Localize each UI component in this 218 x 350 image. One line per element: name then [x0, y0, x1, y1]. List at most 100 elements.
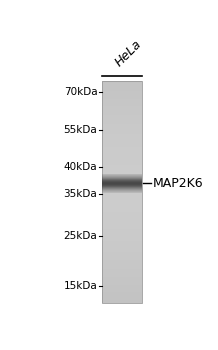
Bar	[102, 155, 142, 156]
Bar	[102, 242, 142, 243]
Bar	[102, 217, 142, 218]
Bar	[102, 193, 142, 194]
Bar	[102, 93, 142, 94]
Bar	[102, 134, 142, 135]
Bar	[102, 219, 142, 220]
Bar	[102, 125, 142, 126]
Bar	[102, 131, 142, 132]
Bar	[102, 96, 142, 97]
Bar	[102, 281, 142, 282]
Bar	[102, 233, 142, 234]
Bar	[102, 201, 142, 202]
Bar	[102, 205, 142, 206]
Bar	[102, 180, 142, 181]
Bar	[102, 215, 142, 216]
Bar	[102, 121, 142, 122]
Bar	[102, 152, 142, 153]
Bar	[102, 100, 142, 101]
Bar	[102, 164, 142, 166]
Bar	[102, 116, 142, 117]
Bar	[102, 210, 142, 211]
Bar	[102, 147, 142, 148]
Bar	[102, 195, 142, 196]
Bar	[102, 137, 142, 138]
Bar	[102, 290, 142, 292]
Bar	[102, 233, 142, 235]
Bar	[102, 184, 142, 185]
Bar	[102, 151, 142, 152]
Bar	[102, 247, 142, 248]
Bar	[102, 150, 142, 151]
Bar	[102, 97, 142, 98]
Bar	[102, 81, 142, 82]
Bar	[102, 291, 142, 292]
Bar	[102, 259, 142, 260]
Bar	[102, 221, 142, 222]
Text: 70kDa: 70kDa	[64, 87, 97, 97]
Bar	[102, 135, 142, 136]
Bar	[102, 190, 142, 191]
Bar	[102, 214, 142, 215]
Bar	[102, 81, 142, 303]
Bar	[102, 99, 142, 100]
Bar	[102, 114, 142, 115]
Bar	[102, 142, 142, 144]
Bar	[102, 145, 142, 146]
Bar	[102, 181, 142, 182]
Bar	[102, 226, 142, 227]
Bar	[102, 204, 142, 205]
Bar	[102, 290, 142, 291]
Bar	[102, 254, 142, 255]
Bar	[102, 266, 142, 267]
Bar	[102, 222, 142, 223]
Bar	[102, 207, 142, 208]
Bar	[102, 176, 142, 177]
Bar	[102, 113, 142, 114]
Bar	[102, 145, 142, 146]
Bar	[102, 276, 142, 277]
Bar	[102, 158, 142, 159]
Bar	[102, 260, 142, 261]
Bar	[102, 98, 142, 99]
Bar	[102, 262, 142, 264]
Bar	[102, 301, 142, 302]
Bar	[102, 245, 142, 246]
Bar	[102, 288, 142, 289]
Bar	[102, 105, 142, 106]
Bar	[102, 161, 142, 162]
Bar	[102, 113, 142, 114]
Bar	[102, 228, 142, 229]
Bar	[102, 170, 142, 172]
Bar	[102, 239, 142, 240]
Bar	[102, 159, 142, 160]
Bar	[102, 84, 142, 85]
Bar	[102, 91, 142, 92]
Bar	[102, 105, 142, 106]
Bar	[102, 117, 142, 118]
Bar	[102, 104, 142, 105]
Bar	[102, 271, 142, 272]
Bar	[102, 176, 142, 177]
Bar	[102, 216, 142, 217]
Bar	[102, 102, 142, 103]
Bar	[102, 188, 142, 189]
Bar	[102, 178, 142, 180]
Bar	[102, 273, 142, 274]
Bar	[102, 213, 142, 214]
Bar	[102, 188, 142, 189]
Bar	[102, 147, 142, 148]
Bar	[102, 243, 142, 244]
Bar	[102, 182, 142, 183]
Bar	[102, 224, 142, 225]
Bar	[102, 279, 142, 280]
Bar	[102, 239, 142, 240]
Bar	[102, 141, 142, 142]
Bar	[102, 272, 142, 273]
Bar	[102, 296, 142, 297]
Bar	[102, 162, 142, 163]
Bar	[102, 107, 142, 108]
Bar	[102, 231, 142, 232]
Bar	[102, 168, 142, 169]
Bar	[102, 144, 142, 145]
Bar	[102, 106, 142, 107]
